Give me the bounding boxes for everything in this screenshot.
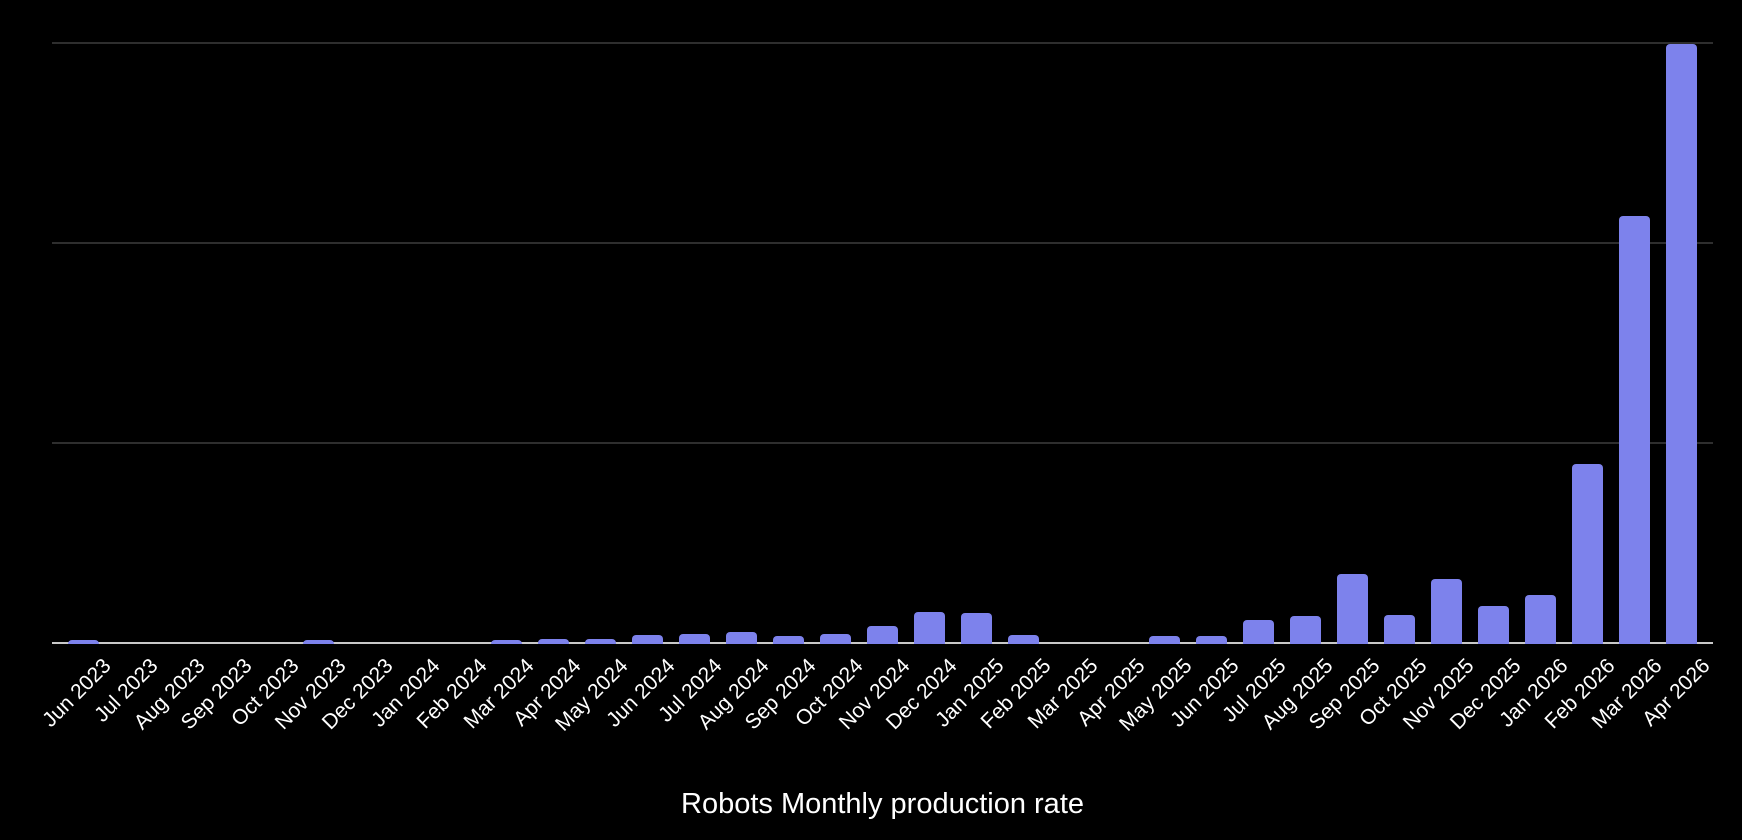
bar-apr-2026[interactable]	[1666, 44, 1697, 644]
bar-feb-2026[interactable]	[1572, 464, 1603, 644]
bar-sep-2025[interactable]	[1337, 574, 1368, 644]
bar-jun-2023[interactable]	[68, 640, 99, 644]
bar-mar-2026[interactable]	[1619, 216, 1650, 644]
gridline-3	[52, 42, 1713, 44]
bar-nov-2023[interactable]	[303, 640, 334, 644]
bar-jan-2025[interactable]	[961, 613, 992, 644]
bar-oct-2024[interactable]	[820, 634, 851, 644]
gridline-1	[52, 442, 1713, 444]
bar-nov-2025[interactable]	[1431, 579, 1462, 644]
bar-jan-2026[interactable]	[1525, 595, 1556, 644]
bar-dec-2024[interactable]	[914, 612, 945, 644]
bar-aug-2024[interactable]	[726, 632, 757, 644]
bar-aug-2025[interactable]	[1290, 616, 1321, 644]
bar-feb-2025[interactable]	[1008, 635, 1039, 644]
bar-dec-2025[interactable]	[1478, 606, 1509, 644]
bar-may-2025[interactable]	[1149, 636, 1180, 644]
bar-jul-2024[interactable]	[679, 634, 710, 644]
bar-sep-2024[interactable]	[773, 636, 804, 644]
bar-jul-2025[interactable]	[1243, 620, 1274, 644]
bar-jun-2024[interactable]	[632, 635, 663, 644]
bar-apr-2024[interactable]	[538, 639, 569, 644]
bar-mar-2024[interactable]	[491, 640, 522, 644]
chart-title: Robots Monthly production rate	[681, 788, 1084, 820]
bar-oct-2025[interactable]	[1384, 615, 1415, 644]
gridline-2	[52, 242, 1713, 244]
bar-may-2024[interactable]	[585, 639, 616, 644]
bar-jun-2025[interactable]	[1196, 636, 1227, 644]
bar-nov-2024[interactable]	[867, 626, 898, 644]
